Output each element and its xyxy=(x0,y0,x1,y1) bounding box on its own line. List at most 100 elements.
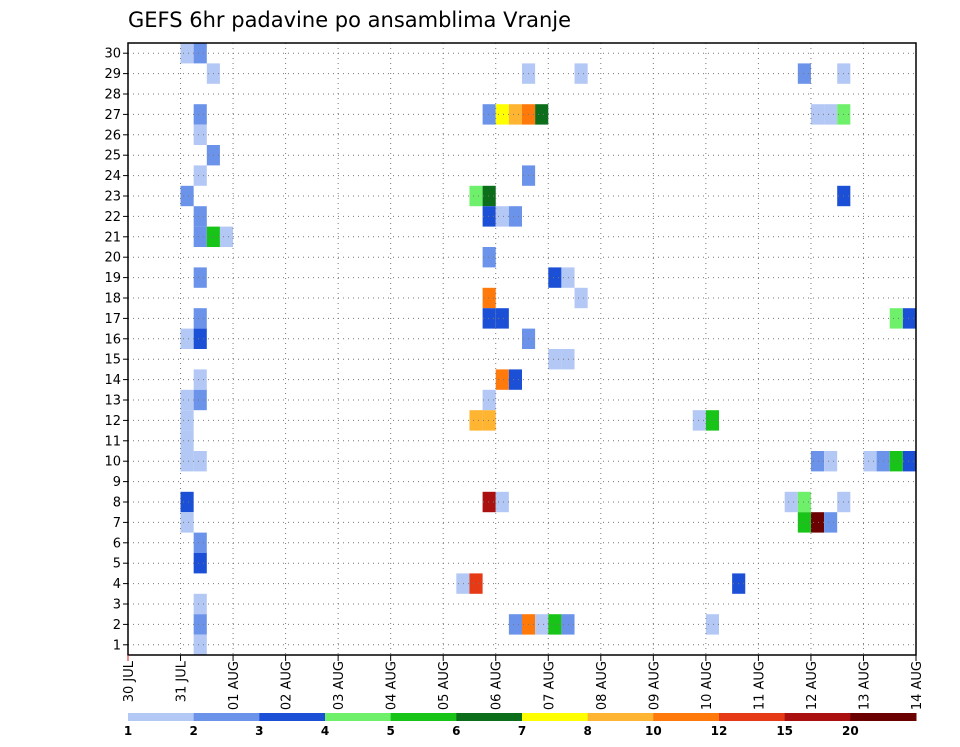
heatmap-cell xyxy=(193,267,207,288)
colorbar-label: 20 xyxy=(842,724,859,738)
heatmap-cell xyxy=(469,573,483,594)
colorbar-label: 10 xyxy=(645,724,662,738)
heatmap-cell xyxy=(193,614,207,635)
heatmap-cell xyxy=(824,104,838,125)
heatmap-cell xyxy=(574,287,588,309)
y-tick-label: 12 xyxy=(104,414,121,429)
y-tick-label: 17 xyxy=(104,312,121,327)
colorbar-segment xyxy=(259,713,326,721)
heatmap-cell xyxy=(482,104,496,125)
heatmap-cell xyxy=(535,614,549,635)
x-tick-label: 14 AUG xyxy=(910,661,925,710)
heatmap-cell xyxy=(193,532,207,553)
y-tick-label: 11 xyxy=(104,434,121,449)
x-tick-label: 07 AUG xyxy=(542,661,557,710)
heatmap-cell xyxy=(810,451,825,472)
heatmap-cell xyxy=(863,451,877,472)
y-tick-label: 29 xyxy=(104,67,121,82)
y-axis: 1234567891011121314151617181920212223242… xyxy=(104,47,128,653)
x-axis: 30 JUL 31 JUL 01 AUG 02 AUG 03 AUG 04 AUG 05 A… xyxy=(122,655,925,710)
heatmap-cell xyxy=(180,451,194,472)
y-tick-label: 23 xyxy=(104,190,121,205)
x-tick-label: 05 AUG xyxy=(437,661,452,710)
heatmap-cell xyxy=(180,512,194,533)
heatmap-cell xyxy=(824,451,838,472)
heatmap-cell xyxy=(548,614,562,635)
heatmap-cell xyxy=(797,63,811,84)
x-tick-label: 10 AUG xyxy=(700,661,715,710)
heatmap-cell xyxy=(495,491,509,513)
heatmap-cell xyxy=(810,104,825,125)
y-tick-label: 15 xyxy=(104,353,121,368)
cells-layer xyxy=(180,43,916,655)
heatmap-cell xyxy=(193,369,207,390)
x-tick-label: 11 AUG xyxy=(752,661,767,710)
heatmap-cell xyxy=(482,389,496,411)
heatmap-cell xyxy=(810,512,825,533)
colorbar-segment xyxy=(456,713,523,721)
y-tick-label: 4 xyxy=(113,577,121,592)
heatmap-cell xyxy=(193,124,207,145)
chart-title: GEFS 6hr padavine po ansamblima Vranje xyxy=(128,8,571,32)
colorbar-segment xyxy=(719,713,786,721)
heatmap-cell xyxy=(180,185,194,207)
y-tick-label: 1 xyxy=(113,638,121,653)
heatmap-cell xyxy=(482,185,496,207)
colorbar-label: 7 xyxy=(518,724,526,738)
y-tick-label: 16 xyxy=(104,332,121,347)
x-tick-label: 09 AUG xyxy=(647,661,662,710)
heatmap-cell xyxy=(889,308,903,329)
colorbar-label: 1 xyxy=(124,724,132,738)
heatmap-cell xyxy=(193,593,207,615)
colorbar-segment xyxy=(587,713,654,721)
plot-frame xyxy=(127,42,917,656)
heatmap-cell xyxy=(784,491,798,513)
y-tick-label: 28 xyxy=(104,88,121,103)
heatmap-cell xyxy=(574,63,588,84)
y-tick-label: 27 xyxy=(104,108,121,123)
heatmap-cell xyxy=(797,491,811,513)
heatmap-cell xyxy=(456,573,470,594)
colorbar-segment xyxy=(325,713,392,721)
x-tick-label: 30 JUL xyxy=(122,660,137,702)
y-tick-label: 2 xyxy=(113,618,121,633)
x-tick-label: 08 AUG xyxy=(595,661,610,710)
heatmap-cell xyxy=(193,451,207,472)
heatmap-cell xyxy=(193,389,207,411)
x-tick-label: 13 AUG xyxy=(857,661,872,710)
y-tick-label: 14 xyxy=(104,373,121,388)
y-tick-label: 24 xyxy=(104,169,121,184)
heatmap-cell xyxy=(889,451,903,472)
x-tick-label: 02 AUG xyxy=(280,661,295,710)
heatmap-cell xyxy=(482,247,496,268)
heatmap-cell xyxy=(508,369,522,390)
heatmap-cell xyxy=(193,308,207,329)
y-tick-label: 26 xyxy=(104,128,121,143)
heatmap-cell xyxy=(482,308,496,329)
y-tick-label: 22 xyxy=(104,210,121,225)
heatmap-cell xyxy=(902,451,916,472)
heatmap-cell xyxy=(193,328,207,349)
heatmap-cell xyxy=(180,410,194,431)
heatmap-cell xyxy=(219,226,234,247)
heatmap-cell xyxy=(561,349,575,370)
colorbar-label: 4 xyxy=(321,724,329,738)
heatmap-cell xyxy=(705,410,719,431)
heatmap-cell xyxy=(193,634,207,655)
colorbar-label: 2 xyxy=(189,724,197,738)
y-tick-label: 21 xyxy=(104,230,121,245)
heatmap-cell xyxy=(561,614,575,635)
y-tick-label: 5 xyxy=(113,557,121,572)
heatmap-cell xyxy=(482,287,496,309)
heatmap-cell xyxy=(548,349,562,370)
x-tick-label: 31 JUL xyxy=(175,660,190,702)
heatmap-cell xyxy=(180,328,194,349)
heatmap-cell xyxy=(193,43,207,64)
heatmap-cell xyxy=(180,43,194,64)
y-tick-label: 30 xyxy=(104,47,121,62)
colorbar-label: 6 xyxy=(452,724,460,738)
y-tick-label: 19 xyxy=(104,271,121,286)
heatmap-cell xyxy=(193,226,207,247)
